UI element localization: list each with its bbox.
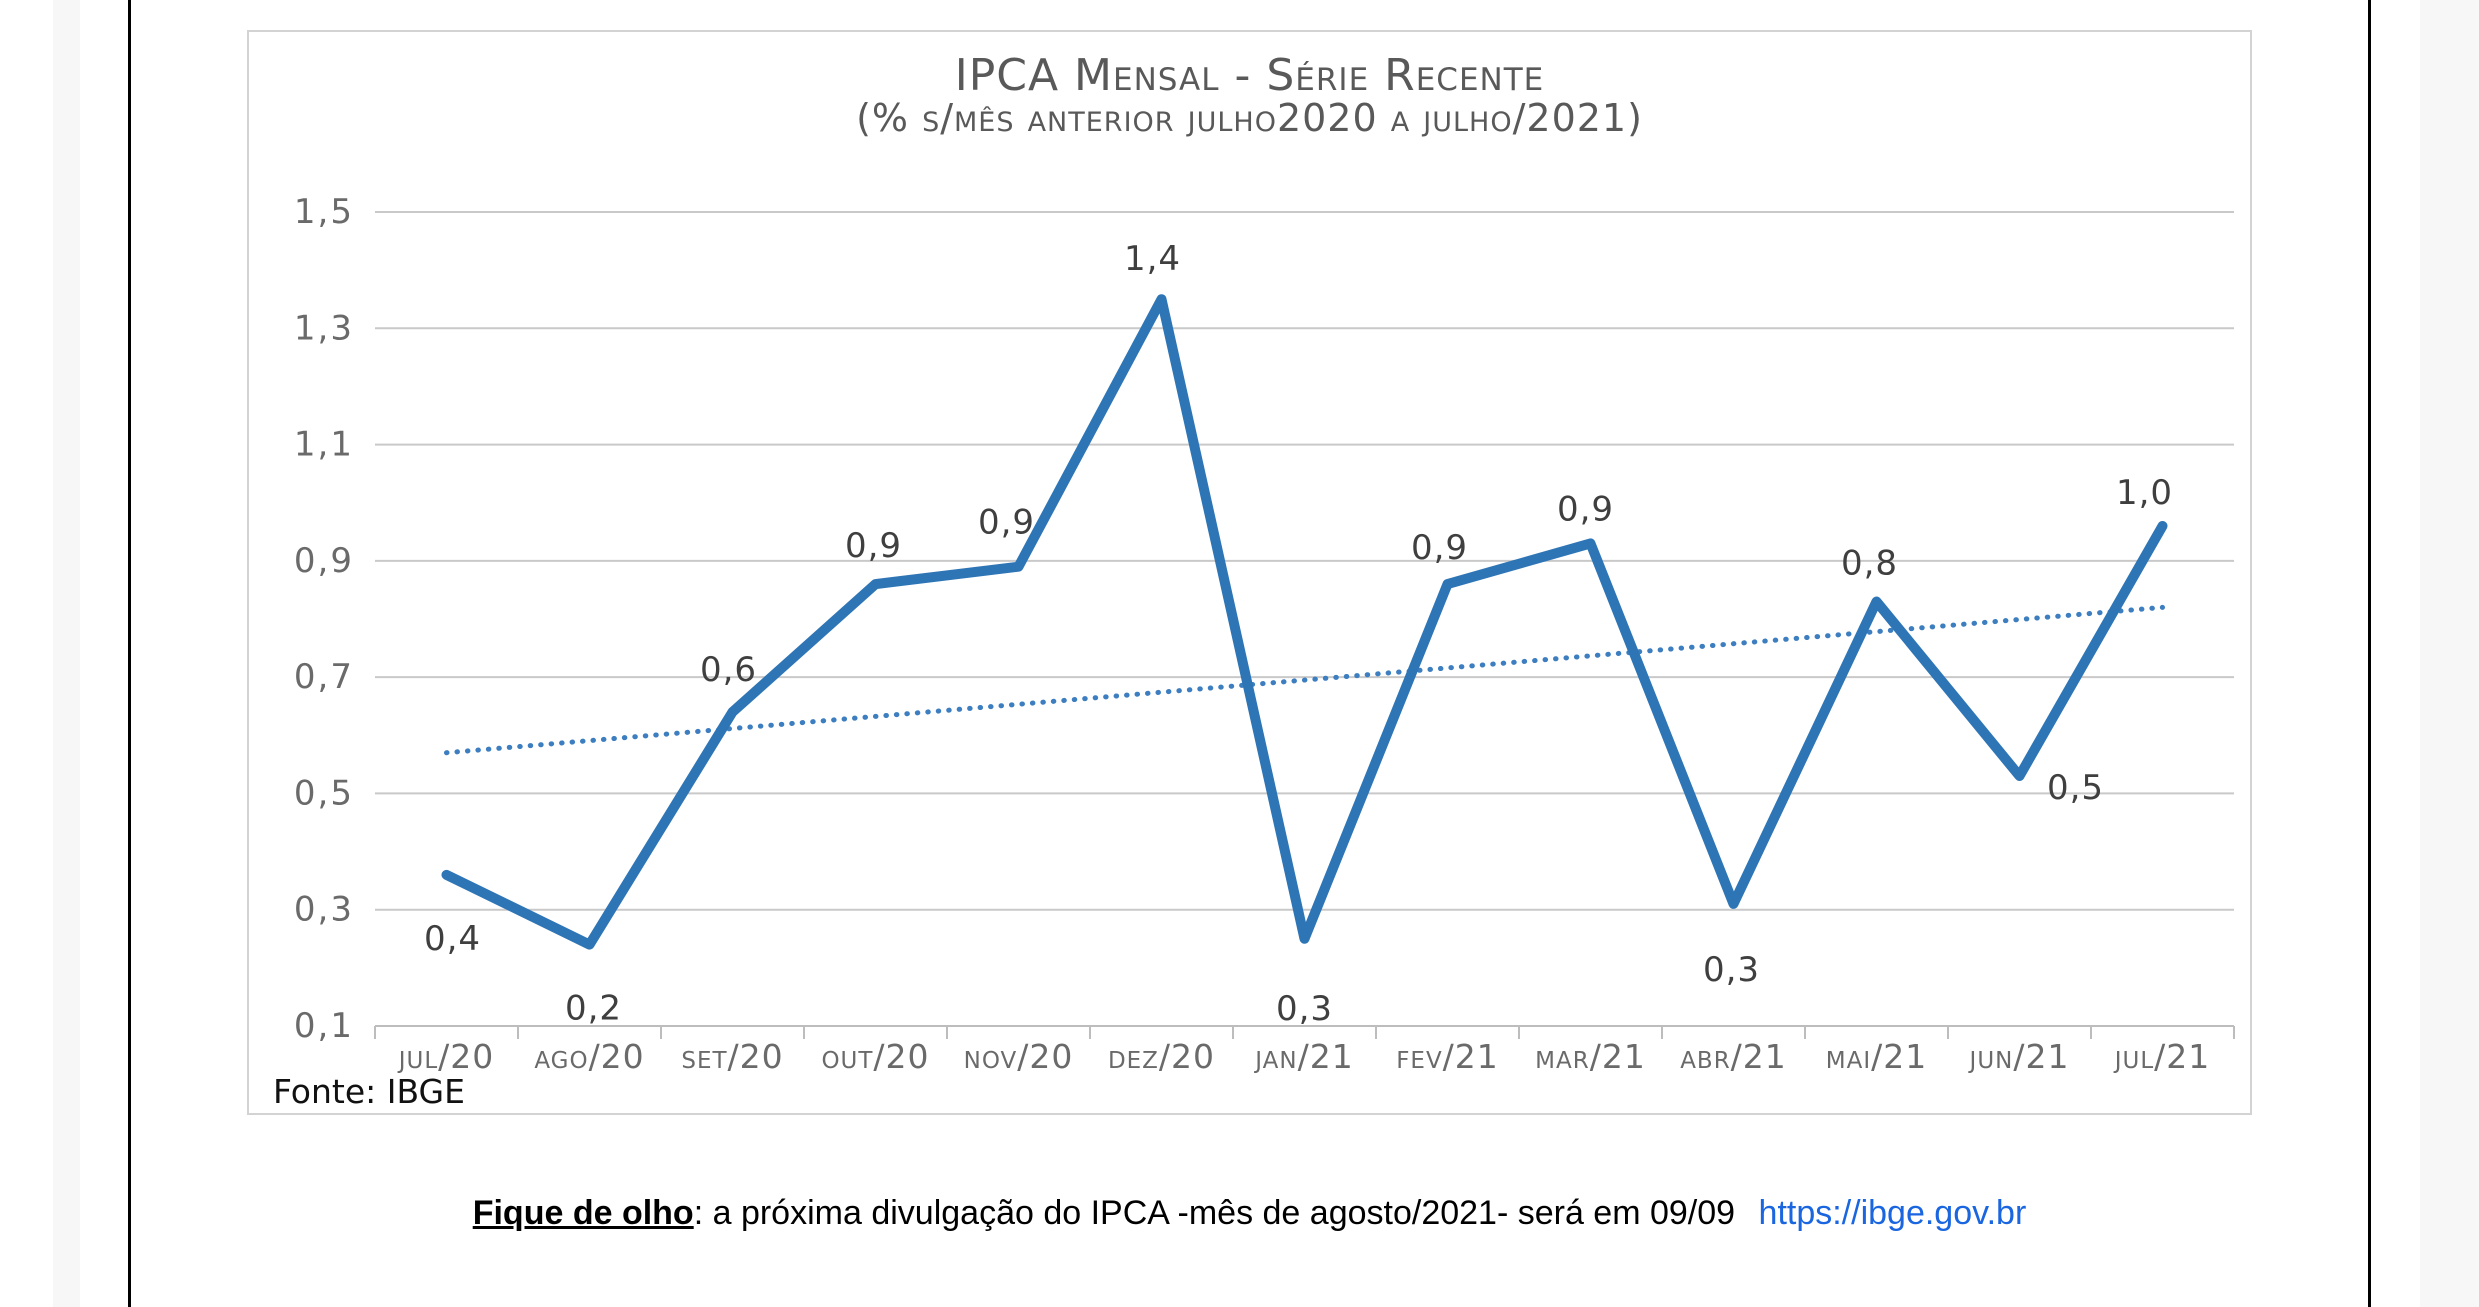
left-page-border-line: [128, 0, 131, 1307]
svg-text:1,1: 1,1: [294, 425, 354, 465]
svg-text:0,7: 0,7: [294, 657, 354, 697]
line-chart-plot: 1,5 1,3 1,1 0,9 0,7 0,5 0,3 0,1 jul/20 ago/20 set/…: [294, 192, 2235, 1076]
svg-text:0,9: 0,9: [978, 503, 1035, 543]
footer-highlight-text: Fique de olho: [472, 1194, 694, 1232]
svg-text:0,1: 0,1: [294, 1006, 354, 1046]
svg-text:1,5: 1,5: [294, 192, 354, 232]
svg-text:0,3: 0,3: [1703, 950, 1760, 990]
footer-body-text: : a próxima divulgação do IPCA -mês de a…: [693, 1194, 1736, 1232]
svg-text:0,9: 0,9: [845, 526, 902, 566]
footer-link[interactable]: https://ibge.gov.br: [1758, 1194, 2027, 1232]
svg-text:jan/21: jan/21: [1253, 1037, 1353, 1076]
svg-text:set/20: set/20: [681, 1037, 783, 1076]
svg-text:fev/21: fev/21: [1396, 1037, 1499, 1076]
footer-note: Fique de olho: a próxima divulgação do I…: [131, 1194, 2368, 1233]
svg-text:0,2: 0,2: [565, 989, 622, 1029]
svg-text:0,9: 0,9: [294, 541, 354, 581]
svg-text:0,5: 0,5: [2047, 768, 2104, 808]
svg-text:jul/20: jul/20: [397, 1037, 495, 1076]
svg-text:0,3: 0,3: [1276, 989, 1333, 1029]
svg-text:0,5: 0,5: [294, 773, 354, 813]
svg-text:jun/21: jun/21: [1968, 1037, 2070, 1076]
svg-text:dez/20: dez/20: [1108, 1037, 1215, 1076]
svg-text:0,9: 0,9: [1411, 528, 1468, 568]
svg-text:0,6: 0,6: [700, 650, 757, 690]
svg-text:mai/21: mai/21: [1826, 1037, 1927, 1076]
svg-text:abr/21: abr/21: [1680, 1037, 1787, 1076]
chart-subtitle: (% s/mês anterior julho2020 a julho/2021…: [856, 96, 1643, 140]
left-page-edge-strip: [53, 0, 80, 1307]
svg-text:jul/21: jul/21: [2113, 1037, 2211, 1076]
svg-text:1,0: 1,0: [2116, 473, 2173, 513]
right-page-edge-strip: [2420, 0, 2479, 1307]
svg-text:1,4: 1,4: [1124, 239, 1181, 279]
svg-text:0,3: 0,3: [294, 890, 354, 930]
svg-text:nov/20: nov/20: [964, 1037, 1074, 1076]
svg-text:out/20: out/20: [821, 1037, 929, 1076]
svg-text:0,4: 0,4: [424, 919, 481, 959]
chart-frame: IPCA Mensal - Série Recente (% s/mês ant…: [247, 30, 2252, 1115]
svg-text:mar/21: mar/21: [1535, 1037, 1646, 1076]
chart-title: IPCA Mensal - Série Recente: [954, 50, 1545, 101]
svg-text:1,3: 1,3: [294, 308, 354, 348]
svg-text:0,9: 0,9: [1557, 489, 1614, 529]
svg-text:ago/20: ago/20: [534, 1037, 644, 1076]
chart-source-note: Fonte: IBGE: [273, 1072, 465, 1111]
right-page-border-line: [2368, 0, 2371, 1307]
svg-text:0,8: 0,8: [1841, 544, 1898, 584]
